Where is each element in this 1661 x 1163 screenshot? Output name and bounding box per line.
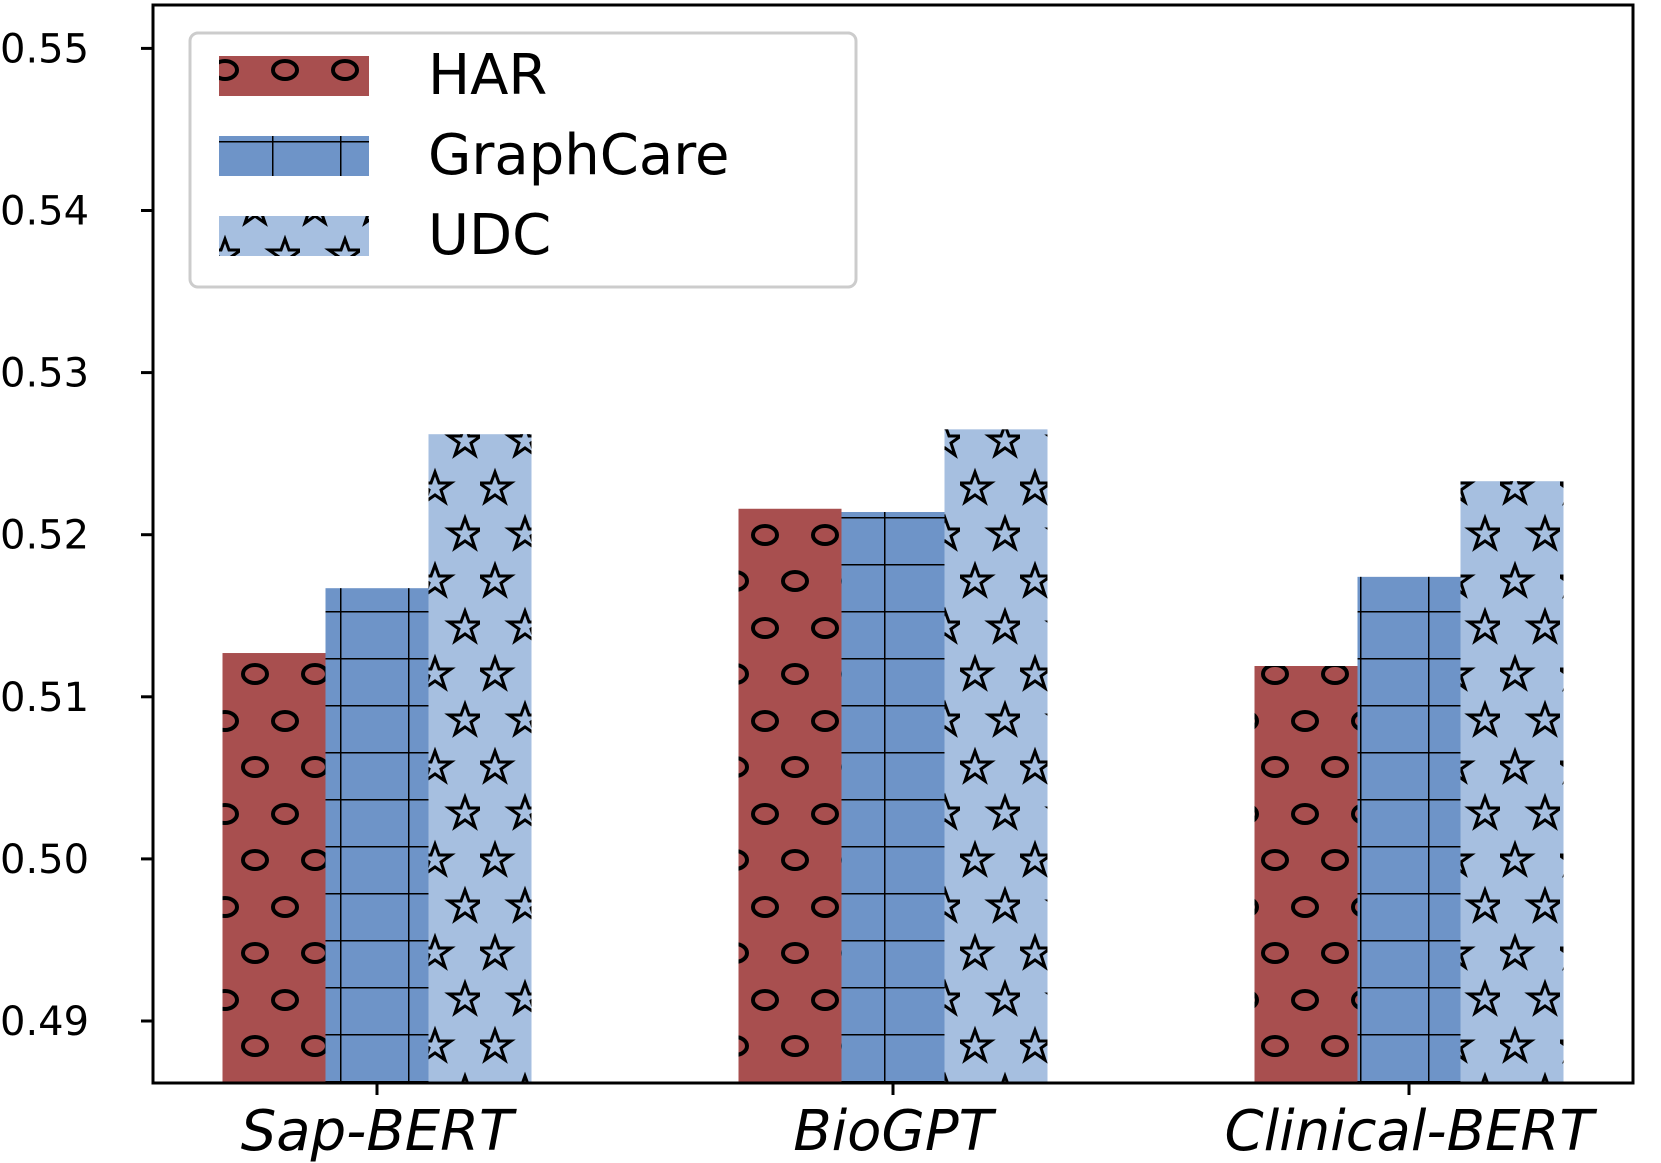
bar-udc-clinical-bert <box>1460 481 1564 1083</box>
x-tick-label: Sap-BERT <box>241 1099 517 1163</box>
y-tick-label: 0.55 <box>0 26 89 72</box>
legend-entry-graphcare: GraphCare <box>219 123 729 188</box>
y-tick-label: 0.54 <box>0 189 89 235</box>
bar-har-clinical-bert <box>1254 666 1358 1083</box>
y-axis: 0.49 0.50 0.51 0.52 0.53 0.54 0.55 <box>0 26 153 1045</box>
y-tick-label: 0.50 <box>0 837 89 883</box>
y-tick-label: 0.52 <box>0 513 89 559</box>
bar-har-sap-bert <box>222 653 326 1083</box>
legend-entry-udc: UDC <box>219 203 551 268</box>
legend-label: GraphCare <box>428 123 729 188</box>
plot-frame <box>151 3 1635 1085</box>
x-axis: Sap-BERT BioGPT Clinical-BERT <box>241 1083 1597 1163</box>
bar-graphcare-sap-bert <box>325 588 429 1083</box>
y-tick-label: 0.49 <box>0 999 89 1045</box>
bar-udc-biogpt <box>944 429 1048 1084</box>
bar-graphcare-clinical-bert <box>1357 576 1461 1083</box>
legend-label: UDC <box>428 203 551 268</box>
bars-layer <box>222 429 1564 1084</box>
bar-har-biogpt <box>738 508 842 1083</box>
bar-udc-sap-bert <box>428 434 532 1083</box>
bar-graphcare-biogpt <box>841 512 945 1083</box>
y-tick-label: 0.51 <box>0 675 89 721</box>
y-tick-label: 0.53 <box>0 351 89 397</box>
legend-entry-har: HAR <box>219 43 547 108</box>
legend-label: HAR <box>428 43 547 108</box>
x-tick-label: BioGPT <box>793 1099 996 1163</box>
x-tick-label: Clinical-BERT <box>1224 1099 1597 1163</box>
legend: HAR GraphCare UDC <box>188 31 858 289</box>
